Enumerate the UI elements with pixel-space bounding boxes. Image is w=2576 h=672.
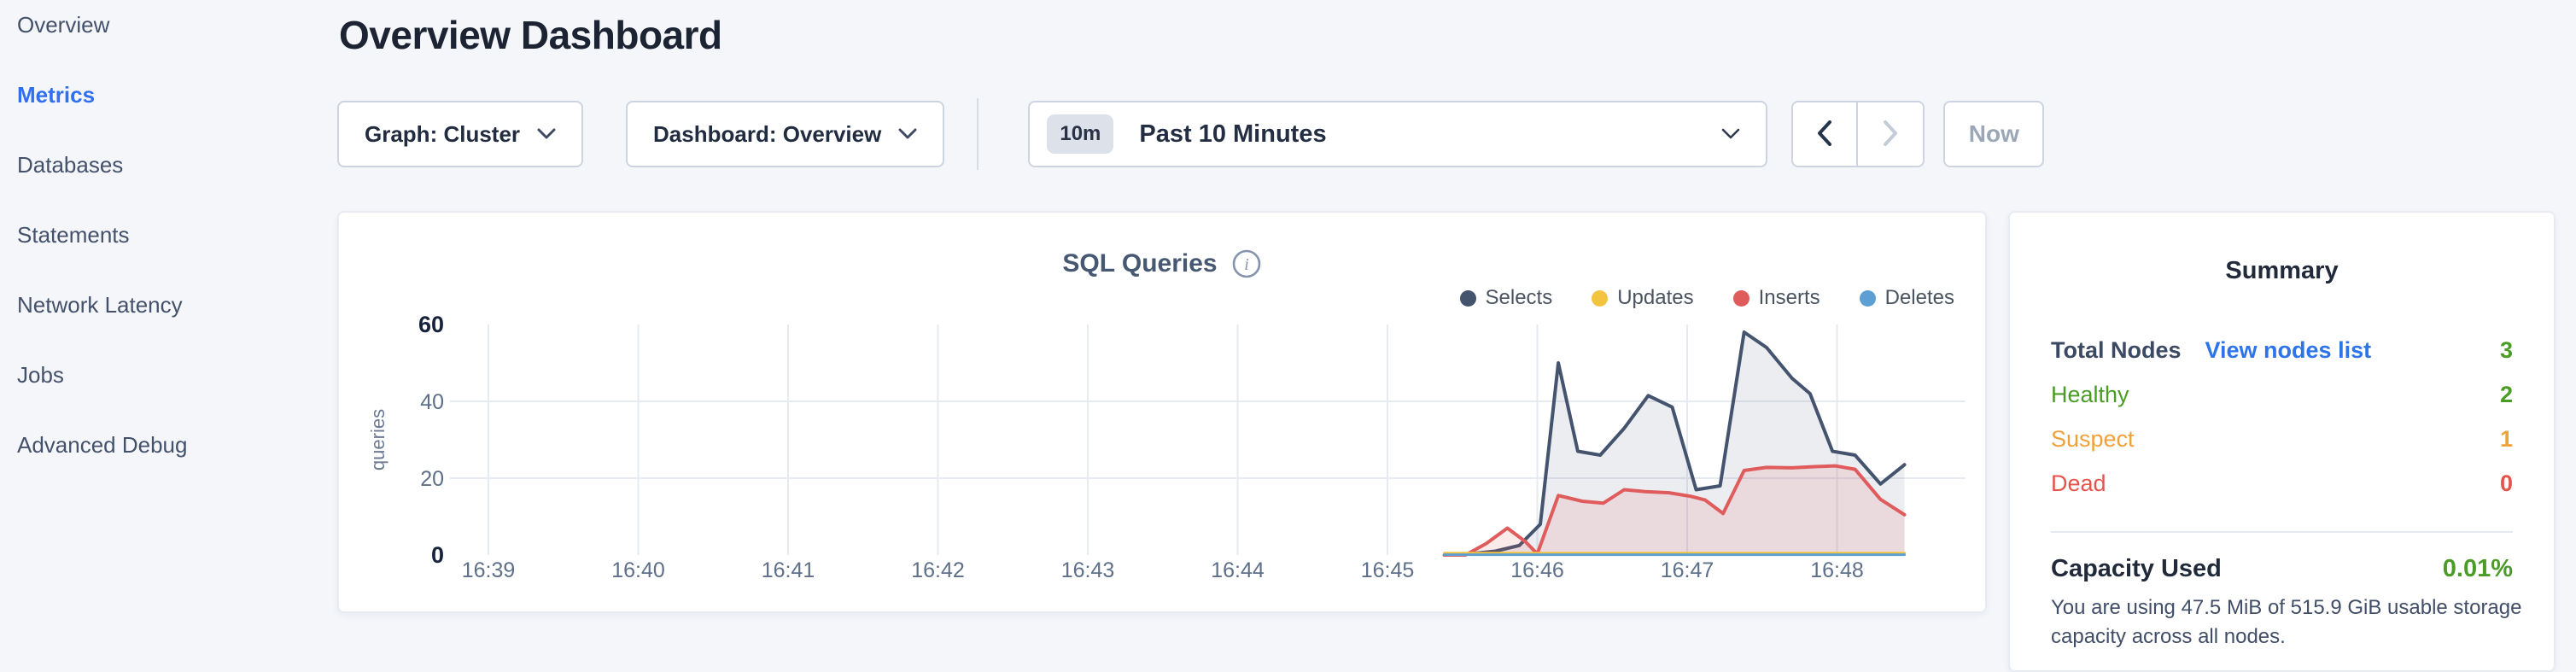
legend-label: Updates <box>1617 286 1694 309</box>
graph-selector-dropdown[interactable]: Graph: Cluster <box>337 101 584 167</box>
svg-text:16:39: 16:39 <box>462 558 516 582</box>
svg-text:16:48: 16:48 <box>1810 558 1864 582</box>
svg-text:16:40: 16:40 <box>611 558 665 582</box>
chevron-left-icon <box>1817 120 1832 149</box>
legend-label: Inserts <box>1758 286 1820 309</box>
legend-dot-icon <box>1859 289 1876 307</box>
svg-text:20: 20 <box>420 467 444 491</box>
next-time-button[interactable] <box>1858 102 1924 166</box>
summary-row-dead: Dead 0 <box>2051 461 2513 505</box>
legend-item-deletes[interactable]: Deletes <box>1859 286 1954 310</box>
chart-plot[interactable]: 16:39 16:40 16:41 16:42 16:43 16:44 16:45 16:46… <box>360 314 1983 584</box>
time-pager <box>1791 101 1925 167</box>
svg-text:16:47: 16:47 <box>1661 558 1714 582</box>
sidebar-item-statements[interactable]: Statements <box>17 222 130 248</box>
svg-text:16:42: 16:42 <box>911 558 965 582</box>
summary-divider <box>2051 531 2513 533</box>
total-nodes-label: Total Nodes <box>2051 336 2182 363</box>
sidebar-item-network-latency[interactable]: Network Latency <box>17 292 183 318</box>
svg-text:0: 0 <box>431 542 444 568</box>
suspect-value: 1 <box>2499 425 2513 452</box>
graph-selector-label: Graph: Cluster <box>365 120 521 147</box>
chart-title: SQL Queries <box>1062 249 1218 278</box>
time-range-dropdown[interactable]: 10m Past 10 Minutes <box>1028 101 1768 167</box>
svg-text:16:45: 16:45 <box>1361 558 1415 582</box>
time-range-label: Past 10 Minutes <box>1139 120 1327 148</box>
sidebar-item-metrics[interactable]: Metrics <box>17 82 96 108</box>
capacity-used-label: Capacity Used <box>2051 555 2222 582</box>
chevron-down-icon <box>898 128 917 140</box>
summary-row-healthy: Healthy 2 <box>2051 372 2513 417</box>
svg-text:16:41: 16:41 <box>762 558 815 582</box>
dashboard-selector-label: Dashboard: Overview <box>653 120 882 147</box>
time-range-badge: 10m <box>1047 114 1114 154</box>
capacity-description: You are using 47.5 MiB of 515.9 GiB usab… <box>2051 596 2522 648</box>
summary-rows: Total Nodes View nodes list 3 Healthy 2 … <box>2051 328 2513 505</box>
healthy-value: 2 <box>2499 381 2513 407</box>
legend-dot-icon <box>1732 289 1749 307</box>
legend-item-updates[interactable]: Updates <box>1592 286 1694 310</box>
legend-dot-icon <box>1459 289 1476 307</box>
now-button[interactable]: Now <box>1943 101 2045 167</box>
legend-label: Selects <box>1485 286 1553 309</box>
healthy-label: Healthy <box>2051 381 2129 407</box>
summary-title: Summary <box>2225 257 2339 284</box>
sidebar-item-jobs[interactable]: Jobs <box>17 362 64 388</box>
capacity-used-value: 0.01% <box>2442 555 2513 582</box>
controls-bar: Graph: Cluster Dashboard: Overview 10m P… <box>337 98 2045 170</box>
page-title: Overview Dashboard <box>339 13 722 57</box>
info-icon[interactable]: i <box>1231 248 1262 279</box>
svg-text:queries: queries <box>367 409 388 470</box>
chevron-down-icon <box>537 128 556 140</box>
view-nodes-list-link[interactable]: View nodes list <box>2205 336 2372 363</box>
legend-dot-icon <box>1592 289 1609 307</box>
main-content: Overview Dashboard Graph: Cluster Dashbo… <box>337 0 2576 672</box>
suspect-label: Suspect <box>2051 425 2135 452</box>
sidebar-item-overview[interactable]: Overview <box>17 12 110 38</box>
sidebar: Overview Metrics Databases Statements Ne… <box>0 0 337 502</box>
svg-text:16:44: 16:44 <box>1211 558 1265 582</box>
chart-title-row: SQL Queries i <box>339 248 1985 279</box>
svg-text:60: 60 <box>418 314 444 337</box>
dead-value: 0 <box>2499 470 2513 496</box>
chart-legend: Selects Updates Inserts Deletes <box>1459 286 1954 310</box>
sidebar-item-advanced-debug[interactable]: Advanced Debug <box>17 432 188 458</box>
summary-panel: Summary Total Nodes View nodes list 3 He… <box>2008 211 2556 672</box>
chevron-down-icon <box>1721 128 1740 140</box>
total-nodes-value: 3 <box>2499 336 2513 363</box>
summary-row-suspect: Suspect 1 <box>2051 417 2513 461</box>
capacity-used-row: Capacity Used 0.01% <box>2051 555 2513 583</box>
svg-text:i: i <box>1244 255 1249 274</box>
svg-text:40: 40 <box>420 390 444 414</box>
legend-item-selects[interactable]: Selects <box>1459 286 1553 310</box>
sql-queries-chart-card: SQL Queries i Selects Updates Inserts Delet… <box>337 211 1987 613</box>
dead-label: Dead <box>2051 470 2106 496</box>
legend-item-inserts[interactable]: Inserts <box>1732 286 1820 310</box>
controls-divider <box>977 98 979 170</box>
summary-row-total-nodes: Total Nodes View nodes list 3 <box>2051 328 2513 372</box>
legend-label: Deletes <box>1884 286 1954 309</box>
sidebar-item-databases[interactable]: Databases <box>17 152 124 178</box>
prev-time-button[interactable] <box>1793 102 1859 166</box>
svg-text:16:46: 16:46 <box>1510 558 1564 582</box>
dashboard-selector-dropdown[interactable]: Dashboard: Overview <box>626 101 945 167</box>
chevron-right-icon <box>1883 120 1898 149</box>
content-cards: SQL Queries i Selects Updates Inserts Delet… <box>337 211 2556 672</box>
svg-text:16:43: 16:43 <box>1061 558 1115 582</box>
